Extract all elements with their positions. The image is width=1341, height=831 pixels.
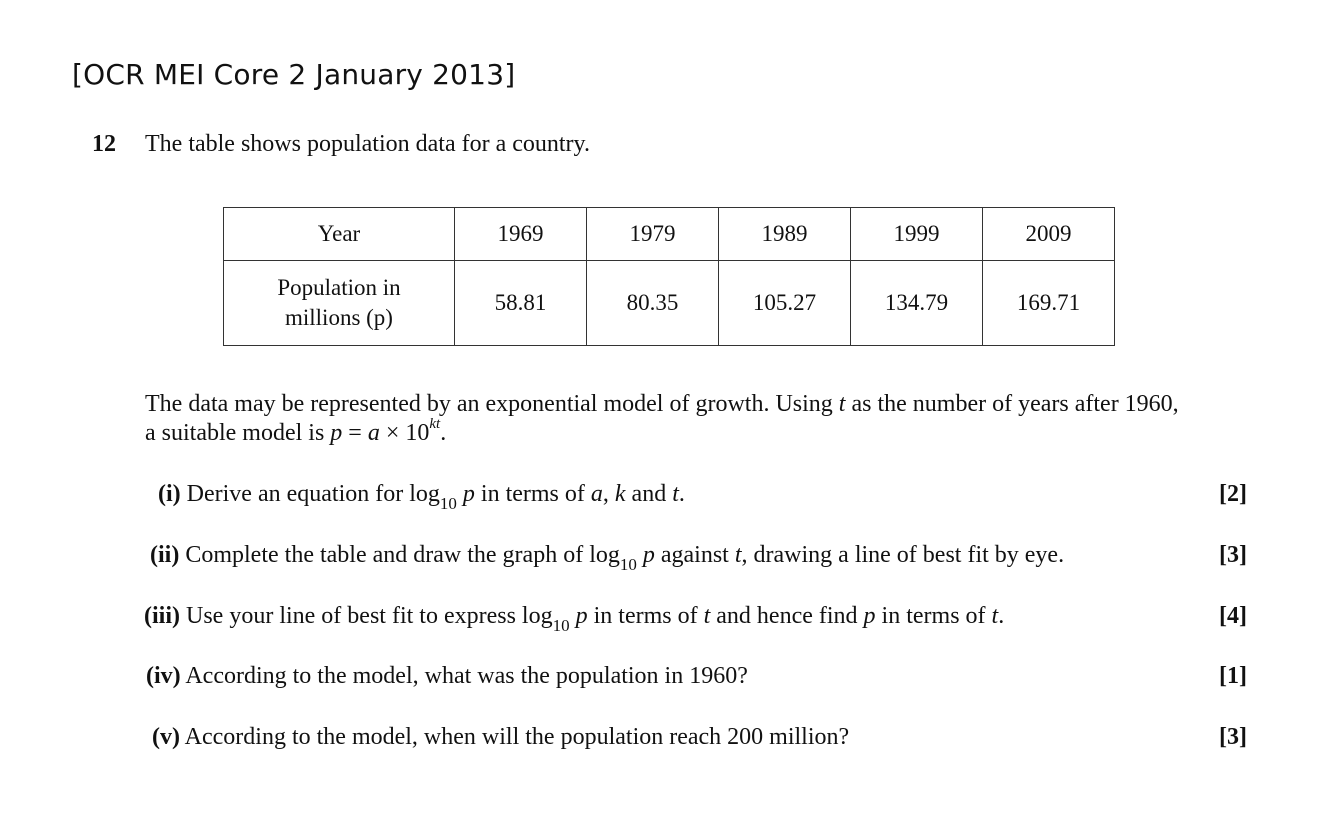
source-heading: [OCR MEI Core 2 January 2013] [72,58,516,91]
part-iv-marks: [1] [1219,663,1247,689]
year-cell: 1989 [718,207,851,261]
model-formula: p = a × 10kt [330,416,441,446]
population-cell: 80.35 [586,260,719,346]
part-iii-marks: [4] [1219,603,1247,629]
part-i: (i) Derive an equation for log10 p in te… [158,481,685,513]
population-header-line2: millions (p) [285,305,393,330]
population-cell: 169.71 [982,260,1115,346]
population-cell: 58.81 [454,260,587,346]
part-v: (v) According to the model, when will th… [152,724,850,750]
population-header-line1: Population in [277,275,401,300]
question-intro: The table shows population data for a co… [145,131,590,157]
population-header: Population in millions (p) [223,260,455,346]
population-row: Population in millions (p) 58.81 80.35 1… [223,260,1115,346]
part-iv: (iv) According to the model, what was th… [146,663,748,689]
population-table: Year 1969 1979 1989 1999 2009 Population… [223,207,1115,346]
part-ii-marks: [3] [1219,542,1247,568]
year-cell: 1979 [586,207,719,261]
model-paragraph-line1: The data may be represented by an expone… [145,391,1179,417]
question-number: 12 [92,131,116,157]
year-cell: 1969 [454,207,587,261]
year-cell: 2009 [982,207,1115,261]
part-ii: (ii) Complete the table and draw the gra… [150,542,1065,574]
year-cell: 1999 [850,207,983,261]
part-v-marks: [3] [1219,724,1247,750]
year-row: Year 1969 1979 1989 1999 2009 [223,207,1115,261]
year-header: Year [223,207,455,261]
population-cell: 134.79 [850,260,983,346]
model-paragraph-line2: a suitable model is p = a × 10kt. [145,416,447,446]
population-cell: 105.27 [718,260,851,346]
part-iii: (iii) Use your line of best fit to expre… [144,603,1005,635]
part-i-marks: [2] [1219,481,1247,507]
